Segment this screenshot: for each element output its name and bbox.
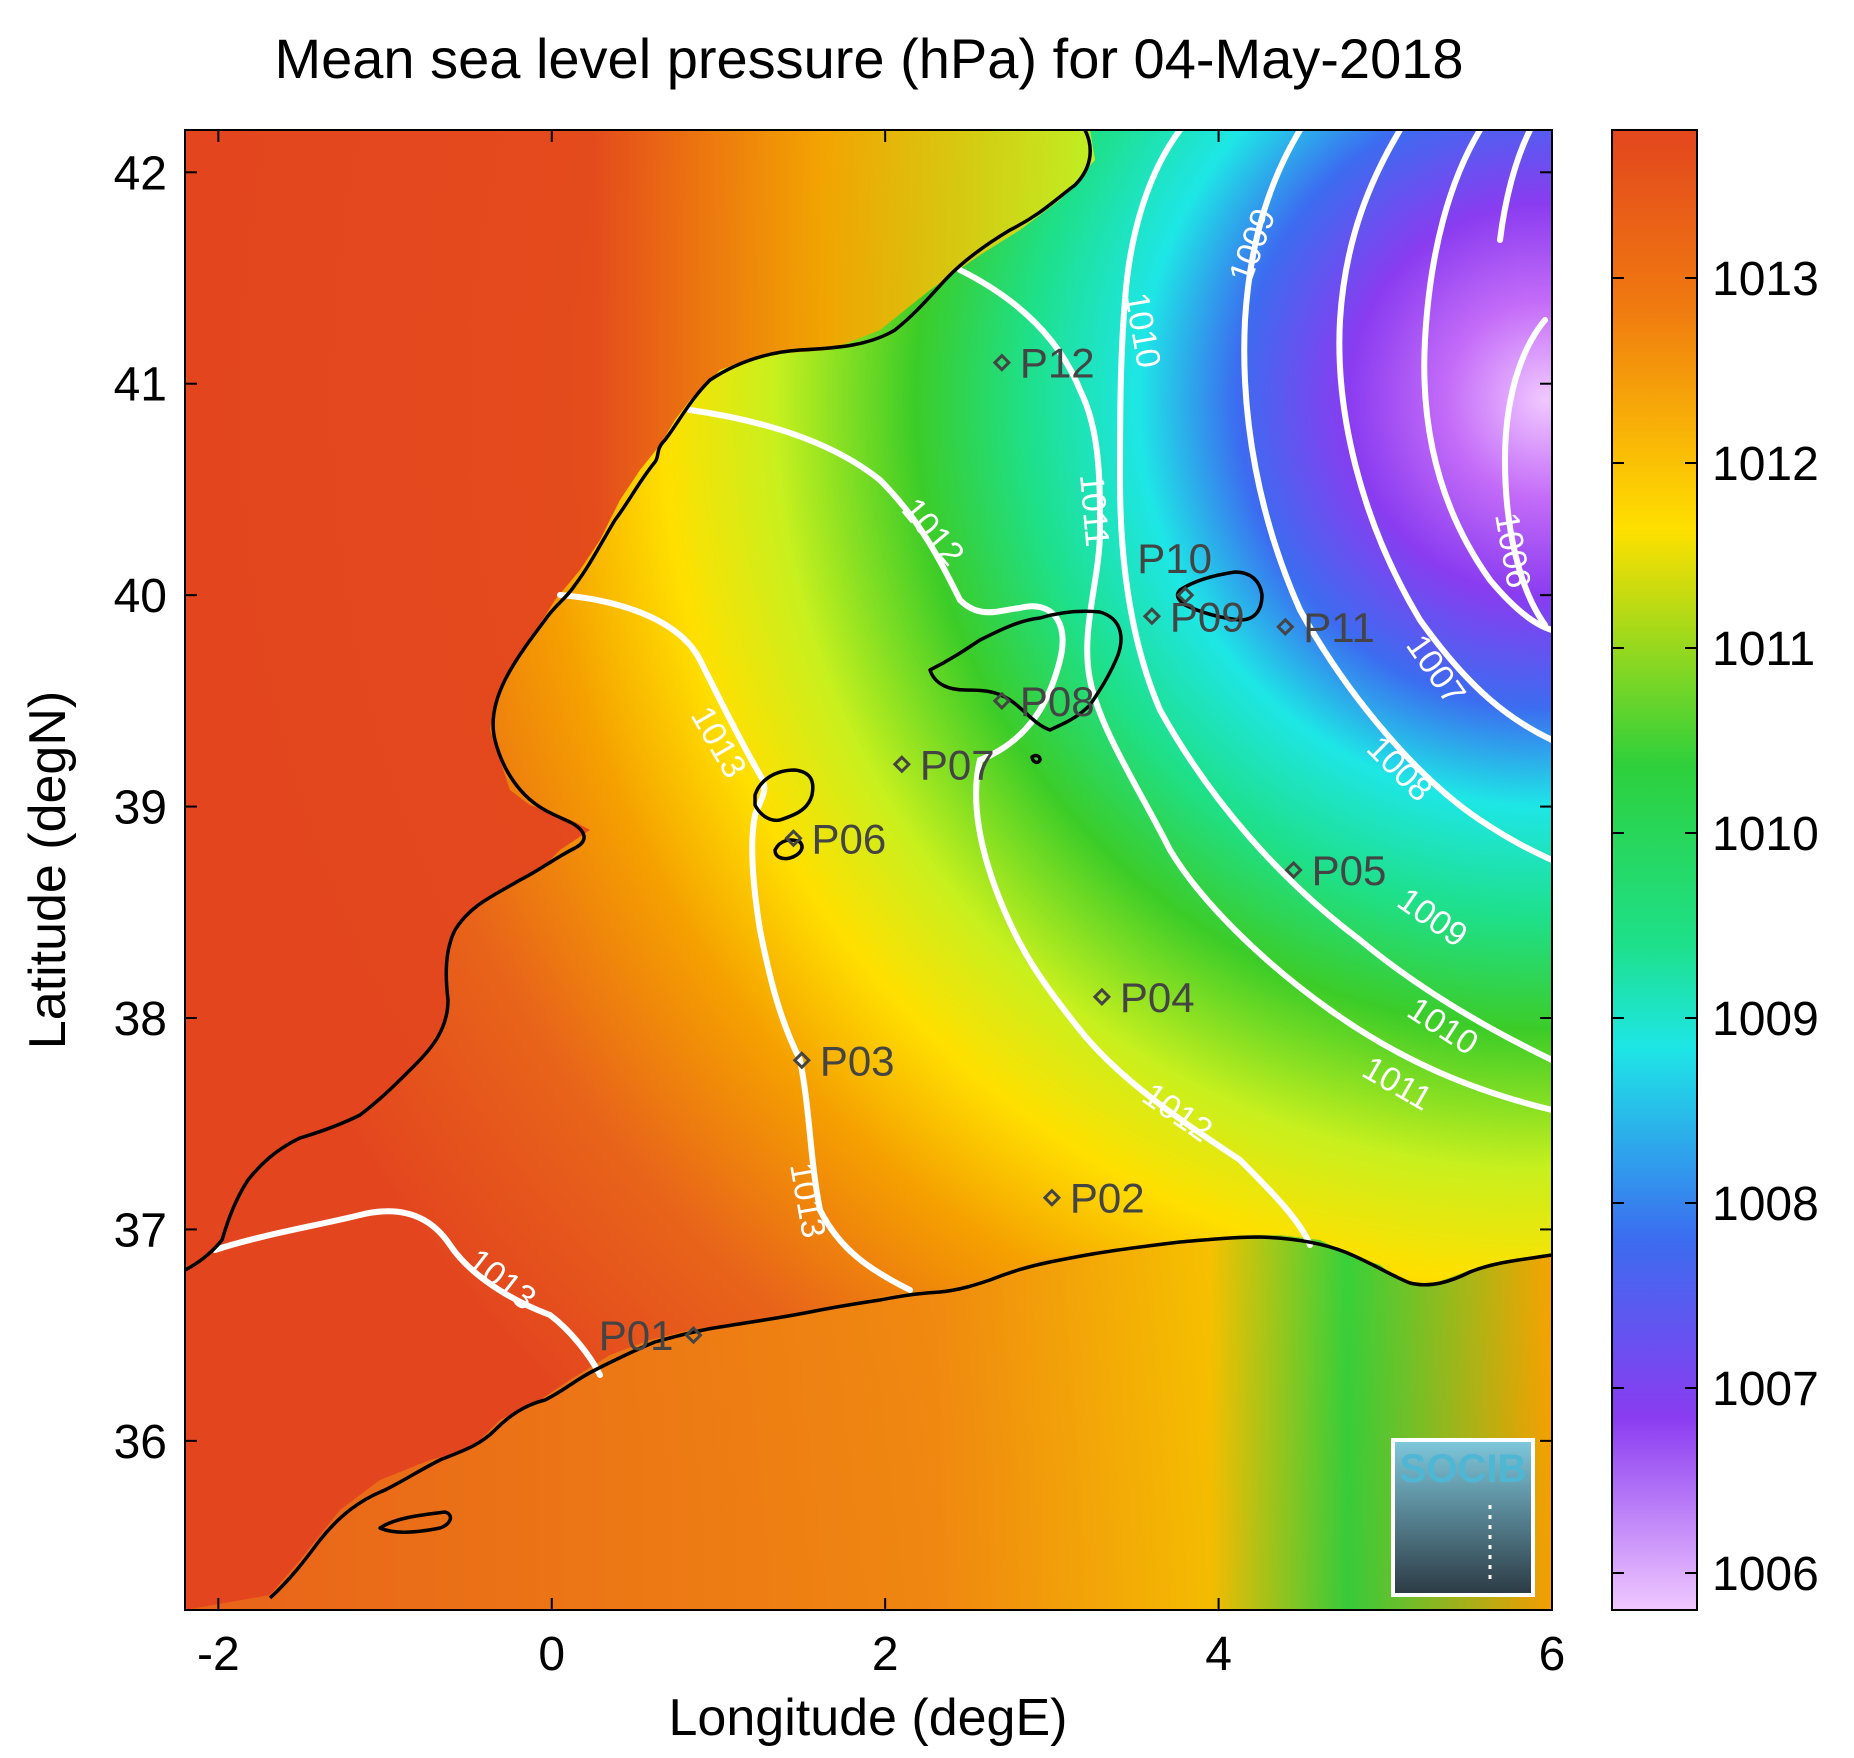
station-label: P01 [599,1312,674,1359]
station-diamond-icon [684,1326,703,1345]
plot-frame [184,129,1553,1611]
contour-1008 [1336,130,1552,743]
station-marker: P04 [1092,974,1195,1021]
station-diamond-icon [792,1051,811,1070]
y-tick-label: 38 [114,993,167,1046]
y-axis: 42 41 40 39 38 37 36 [114,147,1552,1469]
contour-1006-top [1497,130,1533,243]
station-marker: P12 [992,340,1095,387]
iberia-land [185,130,1095,1270]
x-axis: -2 0 2 4 6 [197,130,1565,1681]
coastlines [185,130,1552,1600]
x-tick-label: 0 [538,1628,565,1681]
station-diamond-icon [992,353,1011,372]
formentera-coastline [773,838,804,861]
station-diamond-icon [1284,860,1303,880]
colorbar-tick-label: 1006 [1712,1548,1819,1601]
station-label: P06 [811,815,886,862]
station-label: P11 [1303,604,1375,651]
colorbar-tick-label: 1011 [1712,623,1815,676]
station-marker: P08 [992,678,1095,725]
x-axis-label: Longitude (degE) [669,1689,1068,1747]
station-marker: P10 [1137,535,1212,605]
ibiza-coastline [753,768,815,823]
station-marker: P01 [599,1312,703,1359]
contour-1013-west [557,592,913,1293]
station-diamond-icon [992,691,1011,710]
station-marker: P11 [1276,604,1375,651]
contour-1013-south [212,1208,603,1378]
colorbar-ticks: 1013 1012 1011 1010 1009 1008 1007 1006 [1612,253,1819,1601]
station-diamond-icon [784,829,803,848]
y-tick-label: 42 [114,147,167,200]
station-label: P10 [1137,535,1212,582]
stations: P01 P02 P03 P04 P05 P06 P07 P08 P09 P10 P11 P12 [599,340,1387,1360]
colorbar-tick-label: 1013 [1712,253,1819,306]
station-marker: P07 [892,741,995,788]
x-tick-label: 4 [1205,1628,1232,1681]
colorbar-tick-label: 1012 [1712,438,1819,491]
chart-title: Mean sea level pressure (hPa) for 04-May… [274,27,1463,90]
station-diamond-icon [892,755,911,774]
contours [212,130,1552,1378]
station-diamond-icon [1142,607,1162,626]
y-tick-label: 37 [114,1204,167,1257]
colorbar: 1013 1012 1011 1010 1009 1008 1007 1006 [1611,129,1819,1611]
contour-1006 [1501,317,1548,628]
station-marker: P02 [1042,1175,1145,1222]
menorca-coastline [1175,570,1264,622]
station-label: P07 [920,741,995,788]
station-diamond-icon [1092,987,1112,1006]
colorbar-scale [1611,129,1698,1611]
y-tick-label: 41 [114,359,167,412]
mallorca-coastline [928,609,1123,732]
y-tick-label: 40 [114,570,167,623]
x-tick-label: 2 [872,1628,899,1681]
station-label: P05 [1312,847,1387,894]
y-tick-label: 39 [114,782,167,835]
iberia-coastline [185,130,1092,1272]
contour-1011 [957,267,1552,1113]
station-diamond-icon [1276,617,1295,636]
contour-label: 1011 [1072,472,1116,548]
socib-logo-text: SOCIB [1400,1447,1527,1491]
station-label: P02 [1070,1175,1145,1222]
cabrera-island [1030,753,1042,765]
station-label: P09 [1170,593,1245,640]
y-tick-label: 36 [114,1416,167,1469]
station-marker: P03 [792,1037,895,1084]
africa-land [185,1235,1552,1610]
colorbar-tick-label: 1008 [1712,1178,1819,1231]
x-tick-label: 6 [1539,1628,1566,1681]
station-marker: P05 [1284,847,1387,894]
station-label: P12 [1020,340,1095,387]
station-label: P03 [820,1037,895,1084]
y-axis-label: Latitude (degN) [19,691,77,1049]
colorbar-tick-label: 1007 [1712,1363,1819,1416]
station-label: P04 [1120,974,1195,1021]
alboran-island [378,1510,453,1534]
plot-area: 1013 1013 1013 1012 1012 1011 1011 1010 … [185,130,1552,1610]
station-diamond-icon [1176,586,1195,605]
station-marker: P06 [784,815,886,862]
x-tick-label: -2 [197,1628,240,1681]
africa-coastline [268,1235,1552,1600]
station-label: P08 [1020,678,1095,725]
colorbar-tick-label: 1010 [1712,808,1819,861]
station-diamond-icon [1042,1188,1062,1207]
contour-1012 [687,407,1313,1248]
contour-1009 [1241,130,1552,863]
socib-logo: SOCIB [1391,1438,1535,1597]
contour-1010 [1116,130,1552,1063]
contour-1007 [1421,130,1552,633]
colorbar-tick-label: 1009 [1712,993,1819,1046]
